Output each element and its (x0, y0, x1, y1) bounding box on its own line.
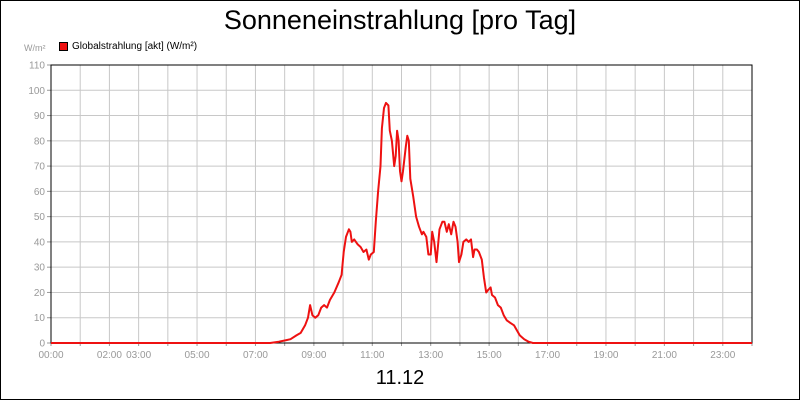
x-tick-label: 23:00 (710, 350, 735, 361)
series-line-globalstrahlung (51, 101, 752, 344)
y-tick-label: 0 (39, 339, 45, 350)
y-tick-label: 70 (34, 162, 46, 173)
chart-title: Sonneneinstrahlung [pro Tag] (223, 5, 577, 35)
x-tick-label: 02:00 (97, 350, 122, 361)
legend-swatch (59, 41, 68, 51)
legend-label: Globalstrahlung [akt] (W/m²) (72, 40, 198, 52)
y-tick-label: 90 (34, 111, 46, 122)
y-tick-label: 20 (34, 288, 46, 299)
legend: Globalstrahlung [akt] (W/m²) (59, 39, 197, 53)
y-tick-label: 50 (34, 212, 46, 223)
x-tick-label: 13:00 (418, 350, 443, 361)
x-tick-label: 07:00 (243, 350, 268, 361)
y-axis-unit: W/m² (24, 43, 46, 53)
y-tick-label: 80 (34, 136, 46, 147)
x-tick-label: 09:00 (301, 350, 326, 361)
x-tick-label: 05:00 (185, 350, 210, 361)
x-tick-label: 15:00 (477, 350, 502, 361)
date-label: 11.12 (375, 367, 425, 389)
plot-border (50, 64, 753, 344)
x-tick-label: 03:00 (126, 350, 151, 361)
x-tick-label: 11:00 (360, 350, 385, 361)
y-tick-label: 100 (28, 86, 45, 97)
x-tick-label: 21:00 (652, 350, 677, 361)
x-tick-label: 00:00 (38, 350, 63, 361)
y-tick-label: 60 (34, 187, 46, 198)
y-tick-label: 10 (34, 313, 46, 324)
x-tick-label: 17:00 (535, 350, 560, 361)
y-tick-label: 40 (34, 237, 46, 248)
x-tick-label: 19:00 (593, 350, 618, 361)
y-tick-label: 110 (29, 61, 45, 72)
y-tick-label: 30 (34, 263, 46, 274)
